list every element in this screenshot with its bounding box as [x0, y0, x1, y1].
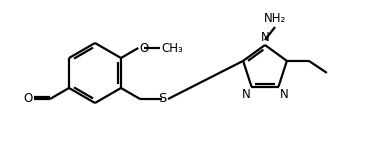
Text: O: O [139, 41, 149, 54]
Text: S: S [158, 93, 166, 106]
Text: N: N [242, 88, 250, 101]
Text: NH₂: NH₂ [264, 12, 286, 25]
Text: CH₃: CH₃ [161, 41, 183, 54]
Text: N: N [280, 88, 288, 101]
Text: O: O [24, 93, 33, 106]
Text: N: N [261, 31, 269, 44]
